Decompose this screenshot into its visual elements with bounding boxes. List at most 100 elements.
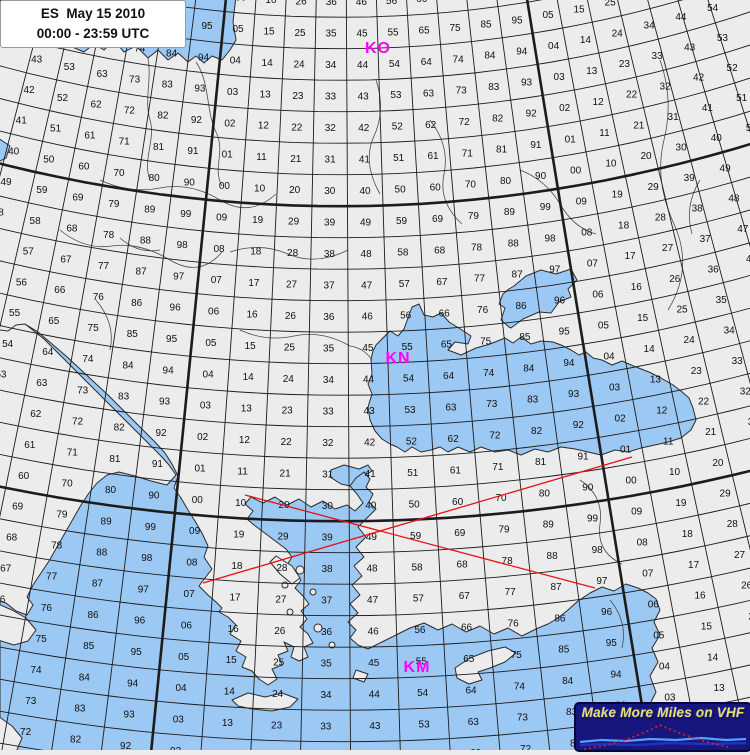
grid-square-label: 14: [262, 58, 274, 69]
grid-square-label: 12: [239, 435, 251, 446]
grid-square-label: 24: [272, 689, 284, 700]
grid-square-label: 30: [322, 501, 334, 512]
grid-square-label: 44: [369, 690, 381, 701]
grid-square-label: 71: [67, 447, 79, 458]
grid-square-label: 23: [282, 406, 294, 417]
grid-square-label: 92: [120, 741, 132, 750]
grid-square-label: 12: [656, 406, 668, 417]
grid-square-label: 49: [0, 177, 12, 188]
grid-square-label: 03: [609, 382, 621, 393]
grid-square-label: 95: [606, 638, 618, 649]
map-title-box: ES May 15 2010 00:00 - 23:59 UTC: [0, 0, 186, 48]
grid-square-label: 56: [16, 277, 28, 288]
grid-square-label: 60: [78, 162, 90, 173]
grid-square-label: 08: [213, 244, 225, 255]
grid-square-label: 04: [659, 662, 671, 673]
grid-square-label: 88: [140, 236, 152, 247]
grid-square-label: 01: [565, 134, 577, 145]
grid-square-label: 81: [109, 454, 121, 465]
grid-square-label: 96: [554, 296, 566, 307]
grid-square-label: 11: [237, 467, 248, 478]
grid-square-label: 53: [64, 62, 76, 73]
grid-square-label: 22: [291, 122, 303, 133]
grid-square-label: 93: [194, 84, 206, 95]
grid-square-label: 02: [559, 103, 571, 114]
grid-square-label: 19: [233, 530, 245, 541]
grid-square-label: 03: [173, 715, 185, 726]
grid-square-label: 32: [322, 438, 334, 449]
grid-square-label: 25: [273, 658, 285, 669]
grid-square-label: 50: [43, 154, 55, 165]
grid-square-label: 75: [36, 634, 48, 645]
grid-square-label: 99: [540, 202, 552, 213]
grid-square-label: 07: [211, 275, 223, 286]
grid-square-label: 86: [87, 610, 99, 621]
grid-square-label: 17: [624, 251, 636, 262]
grid-square-label: 75: [511, 650, 523, 661]
grid-square-label: 74: [514, 681, 526, 692]
grid-square-label: 87: [136, 267, 148, 278]
grid-square-label: 90: [184, 178, 196, 189]
grid-square-label: 93: [568, 389, 580, 400]
grid-square-label: 15: [245, 341, 257, 352]
grid-square-label: 00: [192, 495, 204, 506]
grid-square-label: 53: [390, 90, 402, 101]
grid-square-label: 44: [675, 12, 687, 23]
grid-square-label: 81: [535, 457, 547, 468]
grid-square-label: 36: [326, 0, 338, 8]
grid-square-label: 28: [727, 519, 739, 530]
grid-square-label: 60: [18, 471, 30, 482]
grid-square-label: 13: [222, 718, 234, 729]
grid-square-label: 79: [56, 510, 68, 521]
grid-square-label: 28: [655, 212, 667, 223]
mmmonvhf-logo[interactable]: Make More Miles on VHF: [574, 702, 750, 752]
grid-square-label: 46: [746, 254, 750, 265]
grid-square-label: 51: [50, 124, 62, 135]
grid-square-label: 23: [619, 59, 631, 70]
grid-square-label: 40: [711, 133, 723, 144]
grid-square-label: 49: [360, 217, 372, 228]
grid-square-label: 27: [662, 243, 674, 254]
grid-square-label: 43: [364, 406, 376, 417]
grid-square-label: 77: [98, 261, 110, 272]
grid-square-label: 24: [293, 59, 305, 70]
grid-square-label: 08: [186, 558, 198, 569]
grid-square-label: 91: [530, 140, 542, 151]
grid-square-label: 14: [707, 652, 719, 663]
grid-square-label: 57: [413, 594, 425, 605]
grid-square-label: 92: [155, 428, 167, 439]
grid-square-label: 44: [363, 375, 375, 386]
grid-square-label: 85: [127, 329, 139, 340]
grid-square-label: 61: [427, 151, 439, 162]
grid-square-label: 82: [492, 113, 504, 124]
grid-square-label: 69: [72, 193, 84, 204]
grid-square-label: 02: [170, 746, 182, 750]
grid-square-label: 17: [688, 560, 700, 571]
grid-square-label: 34: [325, 60, 337, 71]
grid-square-label: 27: [734, 550, 746, 561]
grid-square-label: 53: [404, 405, 416, 416]
grid-square-label: 68: [66, 223, 78, 234]
grid-square-label: 68: [457, 560, 469, 571]
grid-square-label: 32: [325, 123, 337, 134]
grid-square-label: 94: [610, 669, 622, 680]
grid-square-label: 99: [145, 522, 157, 533]
grid-square-label: 35: [323, 344, 335, 355]
grid-square-label: 28: [287, 248, 299, 259]
grid-square-label: 81: [496, 145, 508, 156]
grid-square-label: 25: [294, 28, 306, 39]
grid-square-label: 29: [288, 217, 300, 228]
grid-square-label: 85: [519, 332, 531, 343]
grid-square-label: 65: [48, 316, 60, 327]
grid-square-label: 89: [101, 516, 113, 527]
grid-square-label: 54: [417, 688, 429, 699]
grid-square-label: 71: [119, 137, 131, 148]
grid-square-label: 34: [323, 375, 335, 386]
grid-square-label: 76: [41, 603, 53, 614]
grid-square-label: 27: [286, 280, 298, 291]
grid-square-label: 73: [25, 696, 37, 707]
grid-square-label: 99: [587, 514, 599, 525]
grid-square-label: 92: [526, 109, 538, 120]
grid-square-label: 39: [684, 173, 696, 184]
grid-square-label: 10: [235, 498, 247, 509]
